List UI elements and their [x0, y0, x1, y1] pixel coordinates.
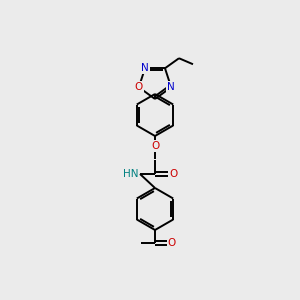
Text: O: O: [135, 82, 143, 92]
Text: N: N: [167, 82, 175, 92]
Text: O: O: [169, 169, 177, 179]
Text: HN: HN: [122, 169, 138, 179]
Text: O: O: [168, 238, 176, 248]
Text: N: N: [141, 63, 149, 73]
Text: O: O: [151, 141, 159, 151]
